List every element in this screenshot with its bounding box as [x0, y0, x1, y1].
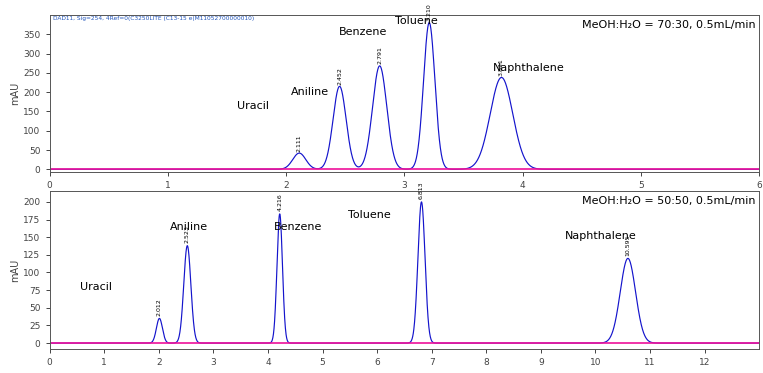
Y-axis label: mAU: mAU — [11, 82, 21, 105]
Text: Toluene: Toluene — [347, 210, 391, 220]
Text: 2.791: 2.791 — [377, 47, 382, 64]
Text: Naphthalene: Naphthalene — [493, 63, 565, 73]
Text: 4.216: 4.216 — [277, 193, 282, 211]
Text: Benzene: Benzene — [274, 222, 322, 232]
Text: MeOH:H₂O = 70:30, 0.5mL/min: MeOH:H₂O = 70:30, 0.5mL/min — [582, 20, 755, 29]
Text: 3.821: 3.821 — [499, 58, 504, 76]
Text: 10.595: 10.595 — [626, 234, 630, 256]
Y-axis label: mAU: mAU — [11, 258, 21, 282]
Text: DAD11, Sig=254, 4Ref=0(C3250LITE (C13-15 e(M11052700000010): DAD11, Sig=254, 4Ref=0(C3250LITE (C13-15… — [53, 16, 254, 22]
Text: 2.111: 2.111 — [297, 134, 301, 151]
Text: Aniline: Aniline — [291, 87, 329, 97]
Text: Benzene: Benzene — [339, 27, 387, 37]
Text: 3.210: 3.210 — [427, 3, 432, 21]
Text: 6.813: 6.813 — [419, 181, 424, 199]
Text: Toluene: Toluene — [394, 16, 438, 26]
Text: Naphthalene: Naphthalene — [565, 231, 637, 241]
Text: MeOH:H₂O = 50:50, 0.5mL/min: MeOH:H₂O = 50:50, 0.5mL/min — [582, 196, 755, 206]
Text: Uracil: Uracil — [237, 101, 269, 111]
Text: Aniline: Aniline — [169, 222, 208, 232]
Text: Uracil: Uracil — [80, 282, 112, 292]
Text: 2.523: 2.523 — [185, 225, 190, 243]
Text: 2.012: 2.012 — [157, 298, 162, 316]
Text: 2.452: 2.452 — [337, 67, 342, 85]
